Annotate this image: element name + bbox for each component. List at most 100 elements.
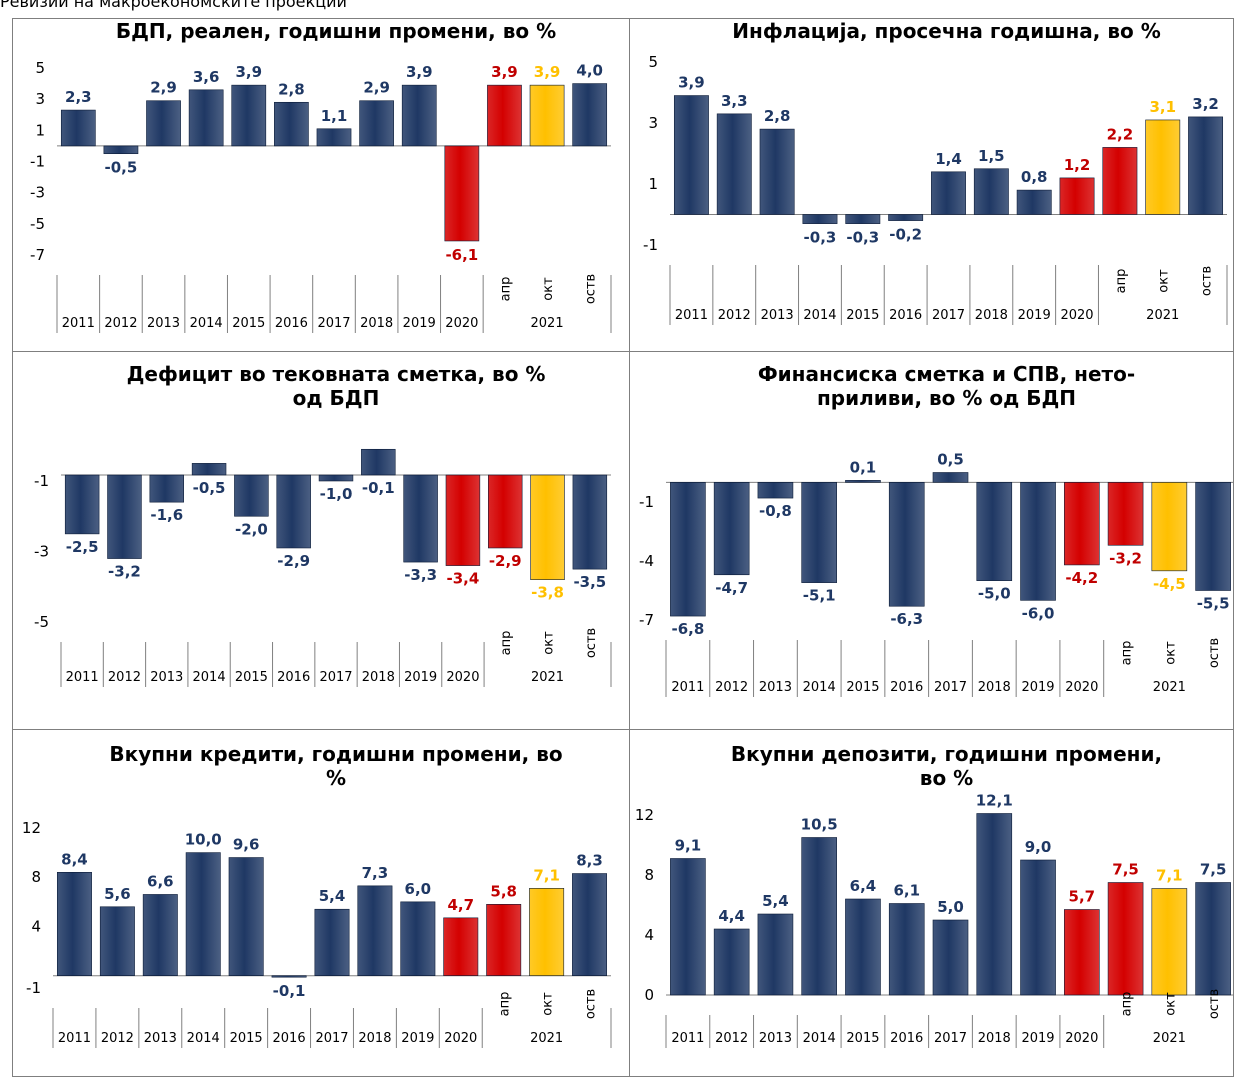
bar-2016 xyxy=(271,975,307,978)
value-label: -6,0 xyxy=(1022,604,1055,622)
bar-2014 xyxy=(801,837,838,996)
bar-2018 xyxy=(359,100,394,147)
x-tick-label: окт xyxy=(542,631,557,655)
x-tick-label: апр xyxy=(498,992,513,1017)
x-tick-label: 2011 xyxy=(58,1031,91,1046)
x-tick-label: окт xyxy=(541,277,556,301)
value-label: 2,9 xyxy=(150,79,177,97)
bar-2020 xyxy=(444,145,480,242)
value-label: 6,1 xyxy=(893,882,920,900)
value-label: 6,4 xyxy=(850,877,877,895)
value-label: -0,1 xyxy=(273,982,306,1000)
value-label: 3,9 xyxy=(534,63,561,81)
x-tick-label: апр xyxy=(498,277,513,302)
bar-оств xyxy=(1188,116,1224,215)
chart-title: Инфлација, просечна годишна, во % xyxy=(732,19,1161,43)
x-tick-label: 2019 xyxy=(1021,1031,1054,1046)
value-label: 7,1 xyxy=(533,866,560,884)
chart-title: БДП, реален, годишни промени, во % xyxy=(115,19,557,43)
bar-2019 xyxy=(400,901,436,976)
value-label: 4,7 xyxy=(447,896,474,914)
value-label: 3,2 xyxy=(1192,95,1219,113)
x-tick-label: 2015 xyxy=(846,1031,879,1046)
bar-оств xyxy=(1195,882,1231,996)
value-label: -1,6 xyxy=(150,506,183,524)
chart-svg-current-account: -1 -3 -5 -2,5 -3,2 -1,6 -0,5 -2,0 -2,9 -1,0 -0,1 -3… xyxy=(34,448,612,687)
x-tick-label: 2012 xyxy=(718,308,751,323)
y-tick-label: -7 xyxy=(639,611,654,629)
value-label: 9,1 xyxy=(675,837,702,855)
x-tick-label: 2017 xyxy=(317,316,350,331)
x-tick-label: 2019 xyxy=(1018,308,1051,323)
y-tick-label: 8 xyxy=(31,868,41,886)
y-tick-label: -3 xyxy=(30,184,45,202)
x-tick-label: 2016 xyxy=(890,1031,923,1046)
bar-2015 xyxy=(845,480,881,483)
bar-2019 xyxy=(401,84,437,147)
bar-окт xyxy=(529,888,565,976)
value-label: 9,6 xyxy=(233,836,260,854)
bar-2013 xyxy=(142,894,178,976)
y-tick-label: 3 xyxy=(648,114,658,132)
value-label: -6,8 xyxy=(671,620,704,638)
y-tick-label: 1 xyxy=(35,121,45,139)
bar-2011 xyxy=(670,482,706,617)
value-label: 3,9 xyxy=(678,74,705,92)
chart-panel-inflation: Инфлација, просечна годишна, во % 5 3 1 -1 3,… xyxy=(629,18,1234,352)
x-tick-label: 2013 xyxy=(759,1031,792,1046)
bar-2019 xyxy=(403,474,438,563)
value-label: 3,6 xyxy=(193,68,220,86)
bar-2019 xyxy=(1016,189,1052,215)
x-tick-label: 2019 xyxy=(404,670,437,685)
x-tick-label: 2018 xyxy=(978,1031,1011,1046)
value-label: 7,1 xyxy=(1156,867,1183,885)
y-tick-label: -4 xyxy=(639,552,654,570)
value-label: 3,9 xyxy=(491,63,518,81)
value-label: 1,5 xyxy=(978,147,1005,165)
x-tick-label: 2017 xyxy=(934,1031,967,1046)
bar-2019 xyxy=(1020,482,1056,601)
bar-окт xyxy=(1151,482,1188,572)
x-tick-label: 2018 xyxy=(360,316,393,331)
y-tick-label: -5 xyxy=(34,613,49,631)
chart-panel-gdp: БДП, реален, годишни промени, во % 5 3 1 -1 -… xyxy=(12,18,630,352)
x-tick-label: 2016 xyxy=(890,680,923,695)
chart-svg-financial-account: -1 -4 -7 -6,8 -4,7 -0,8 -5,1 0,1 -6,3 0,5 -5,0 -6,0… xyxy=(639,451,1233,697)
bar-2014 xyxy=(191,463,227,476)
bar-оств xyxy=(572,873,608,976)
x-tick-label: 2016 xyxy=(277,670,310,685)
y-tick-label: 3 xyxy=(35,90,45,108)
chart-svg-inflation: 5 3 1 -1 3,9 3,3 2,8 -0,3 -0,3 -0,2 1,4 1,5 0,8 1,2 2,… xyxy=(643,53,1228,325)
bar-2015 xyxy=(234,474,269,517)
value-label: 4,0 xyxy=(576,62,603,80)
value-label: -5,1 xyxy=(803,587,836,605)
bar-2020 xyxy=(443,917,479,976)
value-label: 7,5 xyxy=(1112,861,1139,879)
x-tick-label: окт xyxy=(1163,641,1178,665)
bar-2013 xyxy=(757,482,794,499)
bar-2012 xyxy=(103,145,139,155)
value-label: 5,4 xyxy=(319,887,346,905)
value-label: 6,6 xyxy=(147,872,174,890)
bar-2017 xyxy=(932,919,969,996)
value-label: -0,3 xyxy=(846,229,879,247)
value-label: 5,6 xyxy=(104,885,131,903)
value-label: 7,3 xyxy=(362,864,389,882)
bar-2018 xyxy=(973,168,1009,215)
value-label: -3,5 xyxy=(573,573,606,591)
x-tick-label: 2020 xyxy=(1065,680,1098,695)
bar-2019 xyxy=(1020,859,1056,996)
bar-2020 xyxy=(1059,177,1095,215)
x-tick-label: 2011 xyxy=(62,316,95,331)
x-tick-label: 2015 xyxy=(232,316,265,331)
bar-2016 xyxy=(888,214,924,221)
bar-2013 xyxy=(149,474,184,503)
value-label: -6,1 xyxy=(445,246,478,264)
value-label: 5,0 xyxy=(937,898,964,916)
bar-2011 xyxy=(64,474,100,535)
y-tick-label: -3 xyxy=(34,543,49,561)
x-tick-label: 2018 xyxy=(362,670,395,685)
value-label: 2,2 xyxy=(1107,125,1134,143)
x-tick-label: 2016 xyxy=(889,308,922,323)
bar-2014 xyxy=(802,214,838,224)
